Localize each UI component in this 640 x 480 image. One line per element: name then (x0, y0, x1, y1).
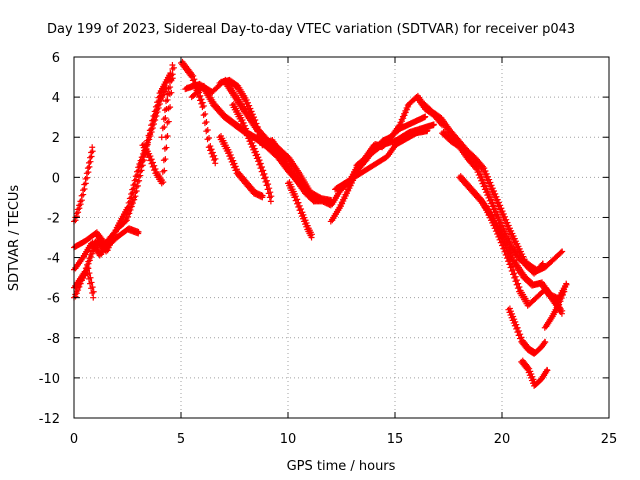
y-tick-label: 6 (52, 51, 60, 66)
y-tick-label: 0 (52, 171, 60, 186)
x-tick-label: 15 (387, 432, 404, 447)
y-tick-label: -10 (39, 372, 60, 387)
point-arc-7 (169, 71, 176, 78)
point-arc-7 (168, 77, 175, 84)
y-tick-label: -4 (47, 252, 60, 267)
point-arc-7 (162, 114, 169, 121)
point-arc-13 (267, 189, 274, 196)
point-arc-7 (161, 123, 168, 130)
point-arc-5 (87, 274, 94, 281)
point-arc-23 (541, 338, 548, 345)
point-arc-6 (167, 104, 174, 111)
point-arc-8 (200, 102, 207, 109)
point-arc-7 (167, 84, 174, 91)
plot-frame (73, 56, 610, 419)
point-arc-5 (90, 288, 97, 295)
point-arc-7 (164, 96, 171, 103)
y-tick-label: -6 (47, 292, 60, 307)
point-arc-7 (163, 105, 170, 112)
point-arc-13 (265, 181, 272, 188)
point-arc-14 (308, 234, 315, 241)
y-tick-label: -2 (47, 211, 60, 226)
point-arc-8 (206, 135, 213, 142)
point-arc-1 (89, 144, 96, 151)
x-axis-label: GPS time / hours (287, 459, 396, 474)
point-arc-13 (268, 193, 275, 200)
point-arc-13 (266, 185, 273, 192)
point-arc-5 (88, 279, 95, 286)
point-arc-21 (563, 280, 570, 287)
point-arc-5 (85, 265, 92, 272)
axis-ticks: 0 5 10 15 20 25 -12 -10 -8 -6 -4 -2 0 2 4 6 (39, 51, 618, 447)
y-axis-label: SDTVAR / TECUs (7, 185, 22, 292)
chart-title: Day 199 of 2023, Sidereal Day-to-day VTE… (47, 22, 575, 37)
point-arc-6 (162, 156, 169, 163)
x-tick-label: 20 (494, 432, 511, 447)
point-arc-15 (421, 114, 428, 121)
point-arc-5 (90, 294, 97, 301)
point-arc-6 (164, 133, 171, 140)
point-arc-8 (204, 127, 211, 134)
point-arc-5 (89, 284, 96, 291)
point-arc-6 (161, 167, 168, 174)
point-arc-25 (561, 286, 568, 293)
y-tick-label: -12 (39, 412, 60, 427)
point-arc-20 (558, 248, 565, 255)
x-tick-label: 5 (177, 432, 185, 447)
point-arc-13 (267, 198, 274, 205)
point-arc-6 (165, 118, 172, 125)
point-arc-7 (158, 134, 165, 141)
y-tick-label: 4 (52, 91, 60, 106)
point-arc-6 (163, 144, 170, 151)
x-tick-label: 25 (601, 432, 618, 447)
point-arc-8 (212, 160, 219, 167)
y-tick-label: 2 (52, 131, 60, 146)
point-arc-22 (558, 310, 565, 317)
point-arc-7 (170, 64, 177, 71)
point-arc-8 (202, 110, 209, 117)
point-arc-7 (165, 90, 172, 97)
point-arc-18 (430, 122, 437, 129)
point-arc-6 (160, 179, 167, 186)
point-arc-24 (543, 366, 550, 373)
point-arc-8 (203, 118, 210, 125)
point-arc-5 (86, 270, 93, 277)
point-arc-12 (259, 194, 266, 201)
data-points (71, 58, 570, 389)
x-tick-label: 10 (280, 432, 297, 447)
point-arc-4 (135, 230, 142, 237)
x-tick-label: 0 (70, 432, 78, 447)
y-tick-label: -8 (47, 332, 60, 347)
